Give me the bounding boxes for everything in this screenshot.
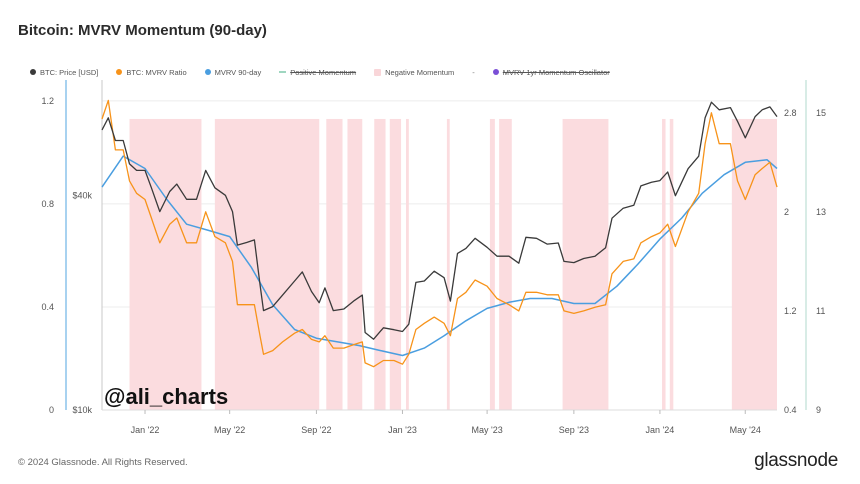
negative-momentum-band	[214, 118, 320, 410]
oscillator-tick-label: 9	[816, 405, 821, 415]
legend-item[interactable]: BTC: Price [USD]	[30, 68, 98, 77]
mvrv-tick-label: 2	[784, 207, 789, 217]
x-tick-label: Jan '23	[388, 425, 417, 435]
legend-swatch-icon	[30, 69, 36, 75]
legend-label: Negative Momentum	[385, 67, 455, 77]
negative-momentum-band	[489, 118, 495, 410]
negative-momentum-band	[389, 118, 402, 410]
x-tick-label: Jan '22	[131, 425, 160, 435]
negative-momentum-band	[347, 118, 363, 410]
negative-momentum-band	[405, 118, 409, 410]
copyright-notice: © 2024 Glassnode. All Rights Reserved.	[18, 457, 188, 468]
legend-swatch-icon	[279, 71, 287, 73]
legend-item[interactable]: MVRV 90-day	[204, 67, 262, 77]
legend-item[interactable]: Positive Momentum	[279, 68, 356, 77]
x-tick-label: Sep '23	[559, 425, 589, 435]
watermark-handle: @ali_charts	[104, 384, 229, 409]
oscillator-tick-label: 15	[816, 108, 826, 118]
legend-label: BTC: MVRV Ratio	[126, 67, 187, 77]
mvrv-tick-label: 1.2	[784, 306, 797, 316]
legend-separator: -	[472, 67, 475, 77]
legend-swatch-icon	[492, 69, 499, 75]
legend-item[interactable]: BTC: MVRV Ratio	[116, 67, 187, 77]
mvrv-tick-label: 2.8	[784, 108, 797, 118]
x-tick-label: Jan '24	[646, 425, 675, 435]
negative-momentum-bands	[129, 118, 777, 410]
negative-momentum-band	[731, 118, 777, 410]
x-tick-label: Sep '22	[301, 425, 331, 435]
legend-label: MVRV 90-day	[214, 67, 262, 77]
chart-legend: BTC: Price [USD] BTC: MVRV Ratio MVRV 90-d…	[30, 66, 628, 78]
legend-swatch-icon	[374, 68, 382, 76]
negative-momentum-band	[326, 118, 343, 410]
momentum-tick-label: 0.4	[41, 302, 54, 312]
momentum-tick-label: 0	[49, 405, 54, 415]
oscillator-tick-label: 11	[816, 306, 825, 316]
momentum-tick-label: 0.8	[41, 199, 54, 209]
legend-label: MVRV 1yr Momentum Oscillator	[502, 67, 610, 77]
x-tick-label: May '23	[471, 425, 502, 435]
x-tick-label: May '24	[730, 425, 761, 435]
series-line	[101, 155, 778, 357]
x-tick-label: May '22	[214, 425, 245, 435]
legend-item[interactable]: Negative Momentum	[374, 68, 454, 77]
legend-label: BTC: Price [USD]	[40, 67, 99, 77]
negative-momentum-band	[499, 118, 512, 410]
legend-item[interactable]: MVRV 1yr Momentum Oscillator	[492, 67, 610, 77]
legend-swatch-icon	[204, 69, 211, 75]
series-line	[101, 99, 778, 368]
glassnode-logo[interactable]: glassnode	[754, 450, 838, 471]
legend-swatch-icon	[116, 69, 123, 75]
chart-canvas: 0 0.4 0.8 1.2 $10k $40k 0.4 1.2 2 2.8 9 11 13 15 Jan '…	[41, 80, 826, 435]
price-tick-label: $40k	[72, 190, 92, 200]
negative-momentum-band	[446, 118, 450, 410]
negative-momentum-band	[662, 118, 666, 410]
chart-title: Bitcoin: MVRV Momentum (90-day)	[18, 22, 267, 39]
negative-momentum-band	[374, 118, 386, 410]
oscillator-tick-label: 13	[816, 207, 826, 217]
momentum-tick-label: 1.2	[41, 96, 54, 106]
negative-momentum-band	[129, 118, 202, 410]
negative-momentum-band	[669, 118, 674, 410]
negative-momentum-band	[562, 118, 609, 410]
price-tick-label: $10k	[72, 405, 92, 415]
series-line	[101, 101, 778, 340]
mvrv-tick-label: 0.4	[784, 405, 797, 415]
legend-label: Positive Momentum	[290, 67, 357, 77]
